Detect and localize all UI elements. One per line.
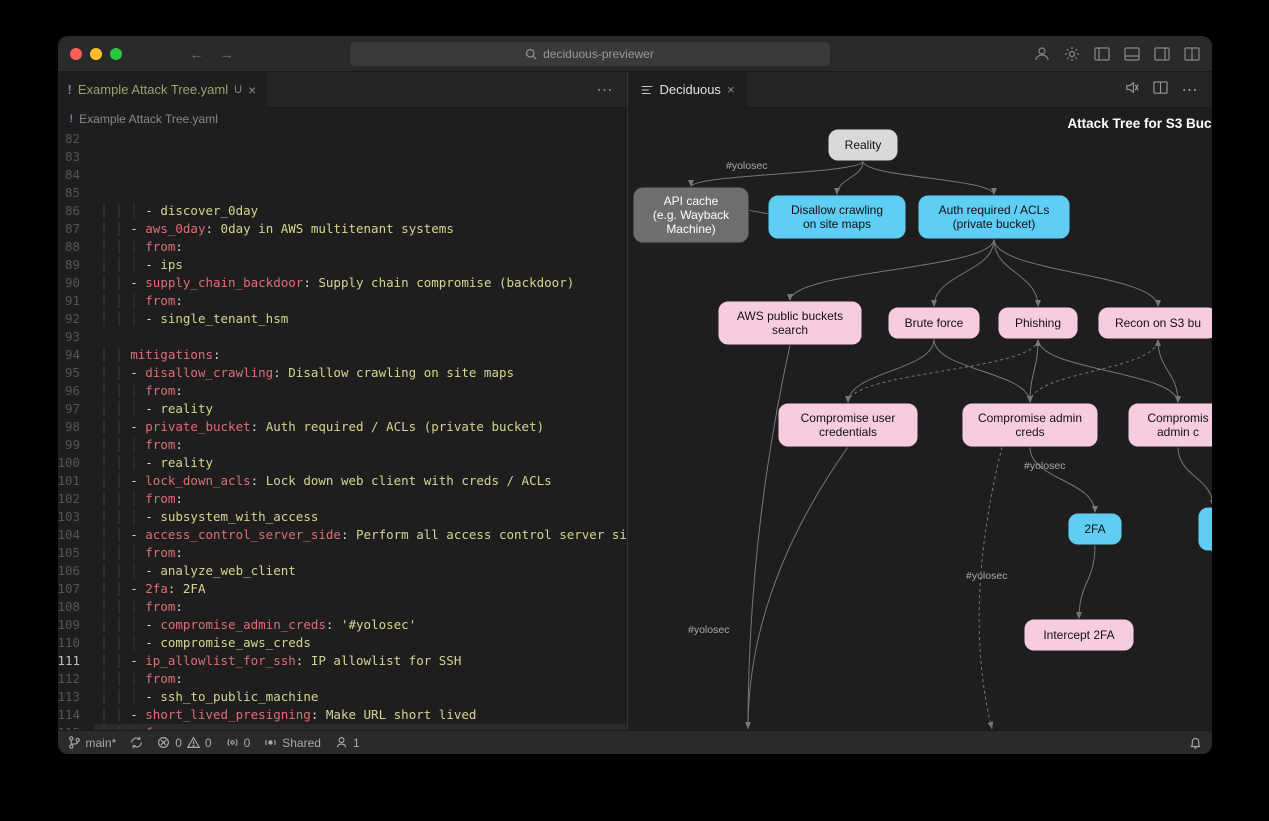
error-icon <box>157 736 170 749</box>
app-window: ← → deciduous-previewer ! Example Attack… <box>58 36 1212 754</box>
svg-text:#yolosec: #yolosec <box>1024 460 1065 472</box>
svg-text:Compromis: Compromis <box>1147 411 1208 425</box>
layout-customize-icon[interactable] <box>1184 46 1200 62</box>
breadcrumb-label: Example Attack Tree.yaml <box>79 112 218 126</box>
person-icon <box>335 736 348 749</box>
error-count: 0 <box>175 736 182 750</box>
svg-text:Compromise admin: Compromise admin <box>977 411 1081 425</box>
svg-text:Compromise user: Compromise user <box>800 411 895 425</box>
account-icon[interactable] <box>1034 46 1050 62</box>
code-editor[interactable]: 8283848586878889909192939495969798991001… <box>58 130 627 730</box>
preview-tab-label: Deciduous <box>660 82 721 97</box>
graph-preview[interactable]: Attack Tree for S3 Buc RealityAPI cache(… <box>628 108 1212 730</box>
svg-text:#yolosec: #yolosec <box>966 570 1007 582</box>
sync-button[interactable] <box>130 736 143 749</box>
svg-text:Phishing: Phishing <box>1014 316 1060 330</box>
profile-indicator[interactable]: 1 <box>335 736 360 750</box>
svg-text:API cache: API cache <box>663 194 718 208</box>
preview-icon <box>640 83 654 97</box>
breadcrumb[interactable]: ! Example Attack Tree.yaml <box>58 108 627 130</box>
preview-tab-actions: ⋯ <box>1124 80 1212 100</box>
ports-indicator[interactable]: 0 <box>226 736 251 750</box>
yaml-icon: ! <box>68 82 72 97</box>
nav-arrows: ← → <box>190 46 234 62</box>
split-right-icon[interactable] <box>1153 80 1168 95</box>
warning-icon <box>187 736 200 749</box>
preview-pane: Deciduous × ⋯ Attack Tree for S3 Buc <box>628 72 1212 730</box>
svg-text:#yolosec: #yolosec <box>726 160 767 172</box>
nav-forward-button[interactable]: → <box>220 46 234 62</box>
svg-text:creds: creds <box>1015 425 1044 439</box>
profile-count: 1 <box>353 736 360 750</box>
tab-close-button[interactable]: × <box>248 82 256 98</box>
svg-text:on site maps: on site maps <box>802 217 870 231</box>
editor-tab[interactable]: ! Example Attack Tree.yaml U × <box>58 72 268 108</box>
live-share-indicator[interactable]: Shared <box>264 736 321 750</box>
code-content[interactable]: │ │ │ - discover_0day│ │ - aws_0day: 0da… <box>94 130 626 730</box>
svg-text:AWS public buckets: AWS public buckets <box>736 309 842 323</box>
layout-sidebar-left-icon[interactable] <box>1094 46 1110 62</box>
sync-icon <box>130 736 143 749</box>
svg-text:Recon on S3 bu: Recon on S3 bu <box>1114 316 1200 330</box>
svg-text:2FA: 2FA <box>1084 522 1105 536</box>
svg-text:Disallow crawling: Disallow crawling <box>790 203 882 217</box>
branch-name: main* <box>86 736 117 750</box>
svg-text:Machine): Machine) <box>666 222 715 236</box>
line-gutter: 8283848586878889909192939495969798991001… <box>58 130 95 730</box>
notifications-button[interactable] <box>1189 736 1202 749</box>
preview-overflow-button[interactable]: ⋯ <box>1182 80 1200 100</box>
statusbar: main* 0 0 0 Shared 1 <box>58 730 1212 754</box>
layout-sidebar-right-icon[interactable] <box>1154 46 1170 62</box>
yaml-icon: ! <box>70 113 74 125</box>
editor-pane: ! Example Attack Tree.yaml U × ⋯ ! Examp… <box>58 72 628 730</box>
attack-tree-graph: Reality API cache(e.g. WaybackMachine) Dis… <box>628 108 1212 730</box>
preview-tab-close-button[interactable]: × <box>727 82 735 97</box>
tab-overflow-button[interactable]: ⋯ <box>597 80 627 100</box>
nav-back-button[interactable]: ← <box>190 46 204 62</box>
minimize-window-button[interactable] <box>90 48 102 60</box>
search-text: deciduous-previewer <box>543 47 654 61</box>
preview-tabbar: Deciduous × ⋯ <box>628 72 1212 108</box>
titlebar: ← → deciduous-previewer <box>58 36 1212 72</box>
close-window-button[interactable] <box>70 48 82 60</box>
layout-panel-icon[interactable] <box>1124 46 1140 62</box>
svg-text:(private bucket): (private bucket) <box>952 217 1035 231</box>
svg-text:#yolosec: #yolosec <box>688 624 729 636</box>
ports-count: 0 <box>244 736 251 750</box>
bell-icon <box>1189 736 1202 749</box>
tab-modified-badge: U <box>234 84 242 96</box>
svg-text:Auth required / ACLs: Auth required / ACLs <box>938 203 1049 217</box>
preview-tab[interactable]: Deciduous × <box>628 72 747 108</box>
shared-label: Shared <box>282 736 321 750</box>
mute-icon[interactable] <box>1124 80 1139 95</box>
svg-text:credentials: credentials <box>818 425 876 439</box>
graph-title: Attack Tree for S3 Buc <box>1067 116 1211 131</box>
warning-count: 0 <box>205 736 212 750</box>
svg-text:admin c: admin c <box>1156 425 1198 439</box>
svg-text:Brute force: Brute force <box>904 316 963 330</box>
svg-text:Reality: Reality <box>844 138 881 152</box>
branch-icon <box>68 736 81 749</box>
broadcast-icon <box>264 736 277 749</box>
svg-text:Intercept 2FA: Intercept 2FA <box>1043 628 1114 642</box>
tab-label: Example Attack Tree.yaml <box>78 82 228 97</box>
titlebar-right <box>1034 46 1200 62</box>
svg-text:(e.g. Wayback: (e.g. Wayback <box>652 208 729 222</box>
radio-icon <box>226 736 239 749</box>
command-center[interactable]: deciduous-previewer <box>350 42 830 66</box>
search-icon <box>525 48 537 60</box>
maximize-window-button[interactable] <box>110 48 122 60</box>
branch-indicator[interactable]: main* <box>68 736 117 750</box>
svg-text:search: search <box>771 323 807 337</box>
editor-tabbar: ! Example Attack Tree.yaml U × ⋯ <box>58 72 627 108</box>
gear-icon[interactable] <box>1064 46 1080 62</box>
main-split: ! Example Attack Tree.yaml U × ⋯ ! Examp… <box>58 72 1212 730</box>
traffic-lights <box>70 48 122 60</box>
problems-indicator[interactable]: 0 0 <box>157 736 211 750</box>
